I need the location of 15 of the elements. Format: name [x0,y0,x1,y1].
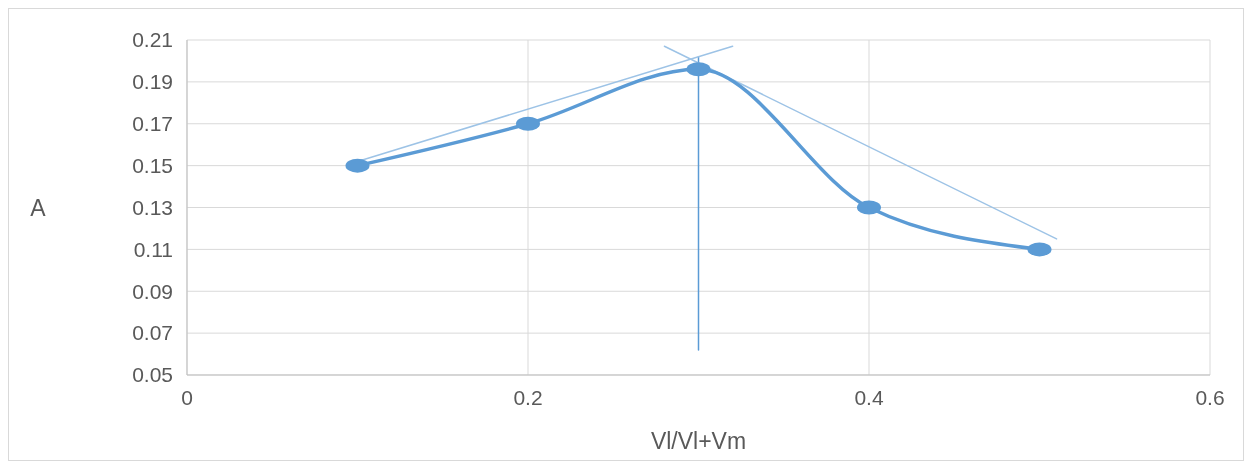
x-tick-label: 0.2 [513,386,543,409]
y-tick-label: 0.13 [132,195,173,219]
y-tick-label: 0.07 [132,321,173,345]
x-tick-label: 0.4 [854,386,884,409]
y-tick-label: 0.21 [132,28,173,52]
x-tick-label: 0.6 [1195,386,1225,409]
x-axis-title: Vl/Vl+Vm [650,428,747,454]
y-axis-title: A [30,194,47,221]
y-tick-label: 0.05 [132,363,173,387]
y-tick-label: 0.19 [132,70,173,94]
y-tick-label: 0.09 [132,279,173,303]
y-tick-label: 0.15 [132,153,173,177]
x-tick-label: 0 [181,386,193,409]
y-tick-label: 0.17 [132,112,173,136]
y-tick-label: 0.11 [133,237,173,261]
